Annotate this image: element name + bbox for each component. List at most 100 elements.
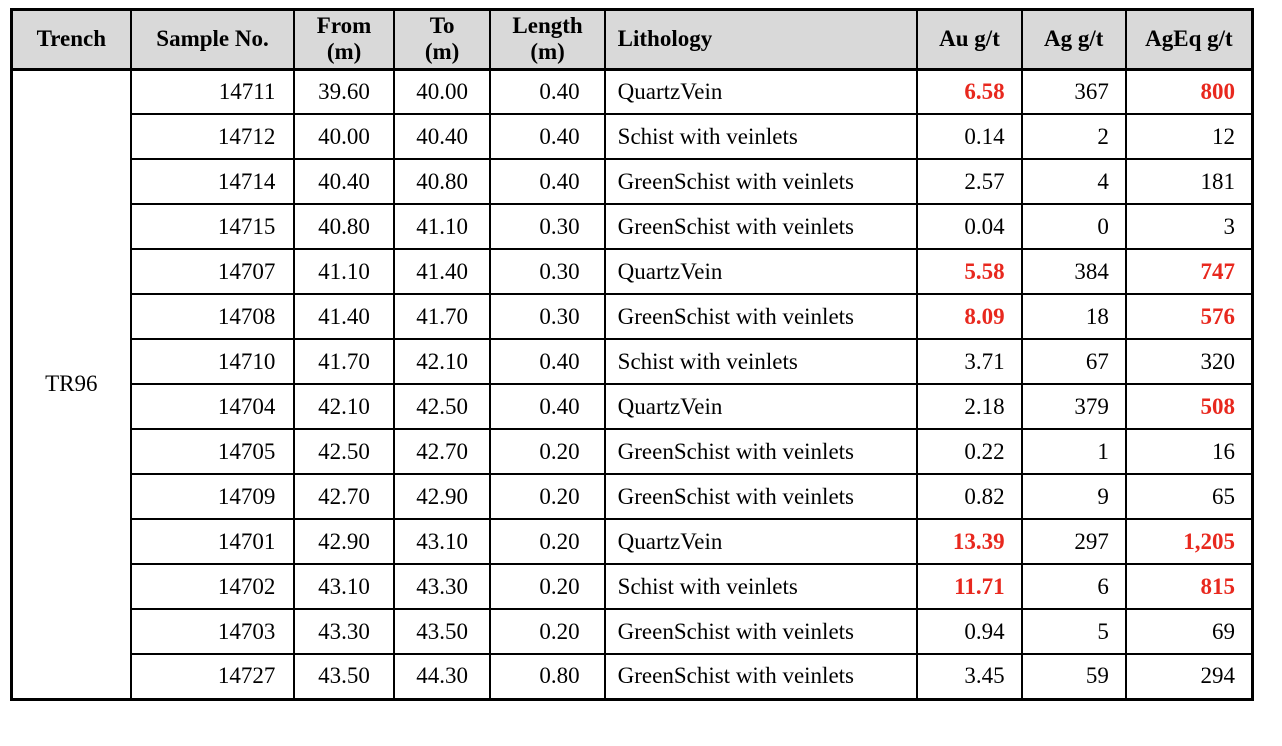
length-cell: 0.30: [489, 293, 606, 341]
assay-results-table: Trench Sample No. From (m) To (m) Length…: [10, 8, 1254, 701]
from-cell: 42.90: [293, 518, 395, 566]
sample-no-cell: 14705: [129, 428, 296, 476]
ag-cell: 59: [1020, 653, 1127, 701]
to-cell: 40.00: [392, 68, 492, 116]
col-header-au: Au g/t: [916, 8, 1023, 71]
to-cell: 41.70: [392, 293, 492, 341]
table-body: TR96 14711 39.60 40.00 0.40 QuartzVein 6.58 367…: [10, 68, 1254, 701]
length-cell: 0.40: [489, 383, 606, 431]
from-cell: 42.10: [293, 383, 395, 431]
ag-cell: 384: [1020, 248, 1127, 296]
from-cell: 40.00: [293, 113, 395, 161]
ag-cell: 6: [1020, 563, 1127, 611]
to-cell: 40.40: [392, 113, 492, 161]
lithology-cell: QuartzVein: [603, 68, 919, 116]
ag-cell: 5: [1020, 608, 1127, 656]
ageq-cell: 69: [1124, 608, 1254, 656]
to-cell: 41.40: [392, 248, 492, 296]
col-header-trench: Trench: [10, 8, 132, 71]
length-cell: 0.40: [489, 338, 606, 386]
header-row: Trench Sample No. From (m) To (m) Length…: [10, 8, 1254, 71]
lithology-cell: Schist with veinlets: [603, 113, 919, 161]
ag-cell: 0: [1020, 203, 1127, 251]
table-row: 14703 43.30 43.50 0.20 GreenSchist with vein…: [12, 608, 1254, 656]
lithology-cell: QuartzVein: [603, 383, 919, 431]
ageq-cell: 815: [1124, 563, 1254, 611]
table-row: 14701 42.90 43.10 0.20 QuartzVein 13.39 297 1,2…: [12, 518, 1254, 566]
sample-no-cell: 14701: [129, 518, 296, 566]
length-cell: 0.40: [489, 113, 606, 161]
ag-cell: 367: [1020, 68, 1127, 116]
sample-no-cell: 14711: [129, 68, 296, 116]
table-row: 14709 42.70 42.90 0.20 GreenSchist with vein…: [12, 473, 1254, 521]
col-header-lithology: Lithology: [603, 8, 919, 71]
to-cell: 43.50: [392, 608, 492, 656]
sample-no-cell: 14708: [129, 293, 296, 341]
length-cell: 0.30: [489, 248, 606, 296]
col-header-to: To (m): [392, 8, 492, 71]
from-cell: 39.60: [293, 68, 395, 116]
to-cell: 40.80: [392, 158, 492, 206]
length-cell: 0.20: [489, 473, 606, 521]
ageq-cell: 181: [1124, 158, 1254, 206]
sample-no-cell: 14709: [129, 473, 296, 521]
au-cell: 11.71: [916, 563, 1023, 611]
lithology-cell: Schist with veinlets: [603, 338, 919, 386]
ageq-cell: 320: [1124, 338, 1254, 386]
lithology-cell: GreenSchist with veinlets: [603, 608, 919, 656]
ageq-cell: 65: [1124, 473, 1254, 521]
table-row: 14710 41.70 42.10 0.40 Schist with veinlets 3…: [12, 338, 1254, 386]
from-cell: 40.80: [293, 203, 395, 251]
au-cell: 3.45: [916, 653, 1023, 701]
sample-no-cell: 14715: [129, 203, 296, 251]
au-cell: 0.04: [916, 203, 1023, 251]
ag-cell: 2: [1020, 113, 1127, 161]
lithology-cell: GreenSchist with veinlets: [603, 428, 919, 476]
ageq-cell: 3: [1124, 203, 1254, 251]
sample-no-cell: 14727: [129, 653, 296, 701]
to-cell: 43.30: [392, 563, 492, 611]
ageq-cell: 800: [1124, 68, 1254, 116]
au-cell: 8.09: [916, 293, 1023, 341]
au-cell: 5.58: [916, 248, 1023, 296]
lithology-cell: QuartzVein: [603, 248, 919, 296]
from-cell: 41.40: [293, 293, 395, 341]
table-row: 14715 40.80 41.10 0.30 GreenSchist with vein…: [12, 203, 1254, 251]
ag-cell: 4: [1020, 158, 1127, 206]
ag-cell: 297: [1020, 518, 1127, 566]
ageq-cell: 508: [1124, 383, 1254, 431]
table-row: 14714 40.40 40.80 0.40 GreenSchist with vein…: [12, 158, 1254, 206]
au-cell: 2.57: [916, 158, 1023, 206]
sample-no-cell: 14702: [129, 563, 296, 611]
table-row: 14702 43.10 43.30 0.20 Schist with veinlets 1…: [12, 563, 1254, 611]
to-cell: 43.10: [392, 518, 492, 566]
ageq-cell: 16: [1124, 428, 1254, 476]
table-row: 14708 41.40 41.70 0.30 GreenSchist with vein…: [12, 293, 1254, 341]
to-cell: 42.70: [392, 428, 492, 476]
ageq-cell: 12: [1124, 113, 1254, 161]
lithology-cell: GreenSchist with veinlets: [603, 158, 919, 206]
to-cell: 44.30: [392, 653, 492, 701]
sample-no-cell: 14712: [129, 113, 296, 161]
ag-cell: 9: [1020, 473, 1127, 521]
sample-no-cell: 14703: [129, 608, 296, 656]
from-cell: 40.40: [293, 158, 395, 206]
length-cell: 0.20: [489, 563, 606, 611]
length-cell: 0.30: [489, 203, 606, 251]
ag-cell: 1: [1020, 428, 1127, 476]
ag-cell: 379: [1020, 383, 1127, 431]
col-header-ageq: AgEq g/t: [1124, 8, 1254, 71]
from-cell: 41.10: [293, 248, 395, 296]
table-row: 14704 42.10 42.50 0.40 QuartzVein 2.18 379 508: [12, 383, 1254, 431]
from-cell: 43.50: [293, 653, 395, 701]
from-cell: 43.30: [293, 608, 395, 656]
ag-cell: 67: [1020, 338, 1127, 386]
lithology-cell: GreenSchist with veinlets: [603, 293, 919, 341]
col-header-ag: Ag g/t: [1020, 8, 1127, 71]
lithology-cell: GreenSchist with veinlets: [603, 203, 919, 251]
from-cell: 42.50: [293, 428, 395, 476]
from-cell: 42.70: [293, 473, 395, 521]
col-header-from: From (m): [293, 8, 395, 71]
from-cell: 41.70: [293, 338, 395, 386]
